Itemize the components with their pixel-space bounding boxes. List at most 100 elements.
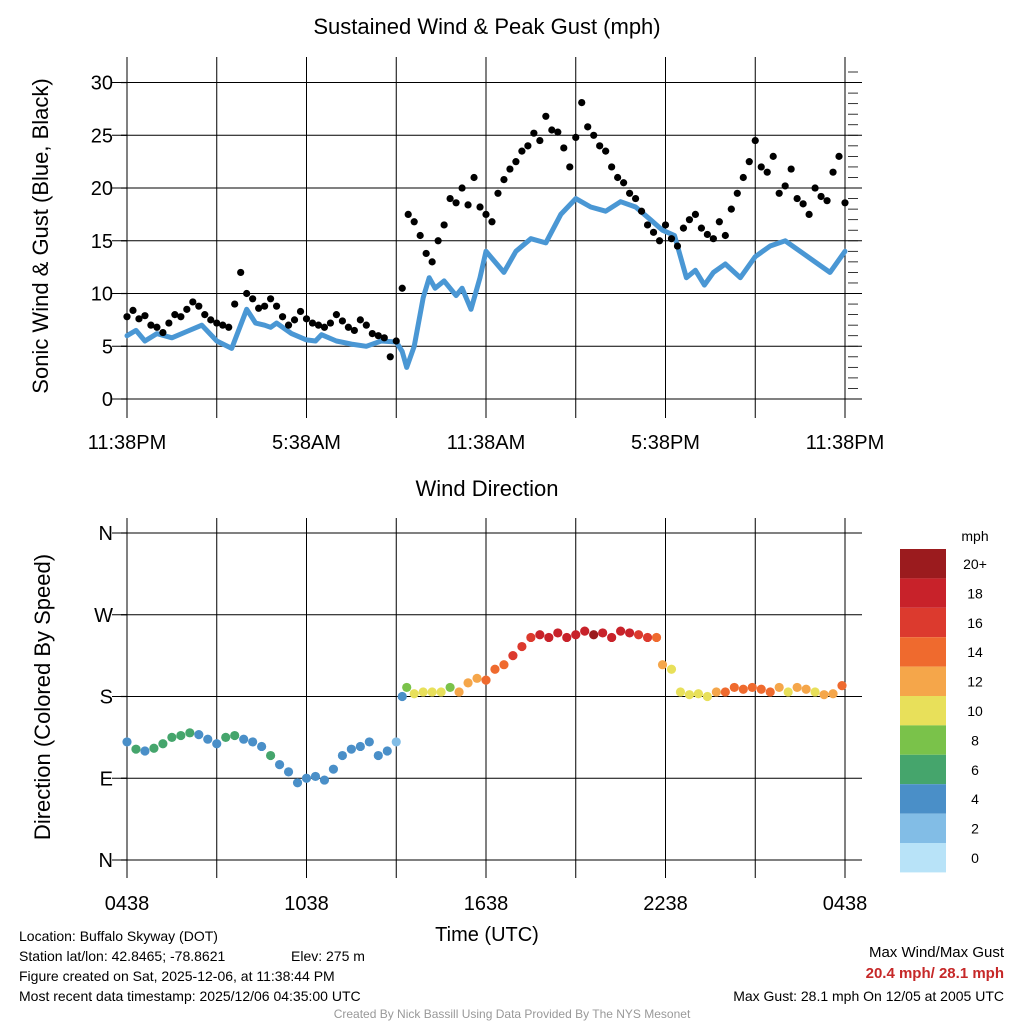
gust-point — [225, 323, 233, 331]
gust-point — [739, 173, 747, 182]
gust-point — [817, 192, 825, 201]
direction-point — [122, 737, 132, 747]
gust-point — [183, 305, 191, 313]
gust-point — [829, 168, 837, 176]
direction-point — [391, 737, 401, 747]
direction-point — [328, 764, 339, 774]
direction-point — [684, 690, 695, 700]
gust-point — [189, 298, 197, 306]
chart2-ytick-label: E — [100, 768, 113, 790]
gust-point — [781, 182, 789, 190]
gust-point — [446, 194, 454, 203]
gust-point — [548, 126, 556, 134]
direction-point — [819, 690, 829, 700]
direction-point — [598, 628, 608, 638]
gust-point — [458, 184, 466, 192]
colorbar-swatch — [900, 784, 946, 814]
gust-point — [566, 163, 574, 171]
chart1-ylabel: Sonic Wind & Gust (Blue, Black) — [28, 78, 53, 393]
direction-point — [801, 684, 811, 694]
gust-point — [655, 237, 664, 245]
gust-point — [697, 224, 706, 232]
gust-point — [721, 231, 729, 240]
chart2-axes: N E S W N 0438 1038 1638 2238 0438 — [94, 523, 867, 915]
gust-point — [416, 231, 424, 240]
footer-station: Station lat/lon: 42.8465; -78.8621 — [19, 948, 226, 964]
gust-point — [404, 210, 412, 219]
direction-point — [810, 687, 820, 697]
gust-point — [673, 242, 682, 250]
gust-point — [434, 237, 442, 245]
direction-point — [230, 730, 240, 741]
gust-point — [368, 330, 376, 338]
gust-point — [685, 216, 694, 224]
direction-point — [607, 632, 617, 643]
direction-point — [301, 773, 312, 783]
gust-point — [344, 323, 352, 331]
gust-point — [602, 147, 610, 155]
gust-point — [709, 235, 717, 243]
direction-point — [651, 632, 662, 643]
gust-point — [649, 228, 658, 236]
direction-point — [553, 628, 563, 638]
gust-point — [129, 306, 137, 314]
gust-point — [165, 319, 173, 327]
gust-point — [213, 319, 221, 327]
gust-point — [314, 321, 323, 329]
gust-point — [620, 179, 628, 187]
gust-point — [661, 221, 670, 229]
gust-point — [440, 221, 448, 229]
colorbar: 20+ 18 16 14 12 10 8 6 4 2 0 — [900, 549, 987, 873]
gust-point — [320, 323, 329, 331]
gust-point — [267, 295, 275, 303]
gust-point — [296, 307, 305, 316]
gust-point — [302, 315, 311, 323]
direction-point — [337, 750, 347, 761]
gust-point — [614, 173, 622, 182]
direction-point — [131, 744, 141, 754]
gust-point — [596, 142, 604, 150]
direction-point — [765, 687, 775, 697]
gust-point — [626, 189, 634, 197]
gust-point — [542, 112, 550, 120]
chart2-ytick-label: N — [99, 523, 113, 545]
gust-point — [488, 218, 496, 226]
direction-point — [274, 760, 285, 770]
gust-point — [835, 152, 843, 160]
direction-point — [454, 687, 464, 697]
direction-point — [248, 737, 258, 747]
chart1-title: Sustained Wind & Peak Gust (mph) — [313, 14, 660, 39]
colorbar-label: 14 — [967, 644, 983, 660]
gust-point — [147, 321, 155, 329]
gust-point — [637, 207, 646, 215]
direction-point — [409, 689, 419, 699]
gust-point — [177, 313, 185, 321]
wind-line — [124, 196, 848, 370]
chart1-xtick-label: 5:38PM — [631, 432, 700, 454]
gust-point — [787, 165, 795, 173]
gust-point — [237, 268, 245, 277]
chart2-title: Wind Direction — [415, 476, 558, 501]
direction-point — [720, 687, 730, 697]
gust-point — [590, 131, 598, 139]
gust-point — [512, 158, 520, 166]
chart2-xlabel: Time (UTC) — [435, 924, 539, 946]
colorbar-swatch — [900, 696, 946, 726]
gust-point — [410, 218, 418, 226]
direction-point — [140, 746, 150, 756]
chart1-ytick-label: 25 — [91, 125, 113, 147]
gust-point — [123, 313, 131, 321]
direction-point — [792, 682, 802, 693]
gust-point — [506, 165, 514, 173]
gust-point — [422, 249, 430, 258]
colorbar-swatch — [900, 549, 946, 579]
direction-point — [642, 632, 653, 643]
chart1-ytick-label: 30 — [91, 73, 113, 95]
colorbar-swatch — [900, 843, 946, 873]
colorbar-label: 4 — [971, 791, 979, 807]
direction-point — [283, 767, 294, 777]
footer-credit: Created By Nick Bassill Using Data Provi… — [333, 1007, 691, 1021]
chart1-axes: 0 5 10 15 20 25 30 11:38PM 5:38AM 11:38AM 5:38PM 11… — [88, 71, 884, 454]
direction-point — [355, 741, 365, 752]
